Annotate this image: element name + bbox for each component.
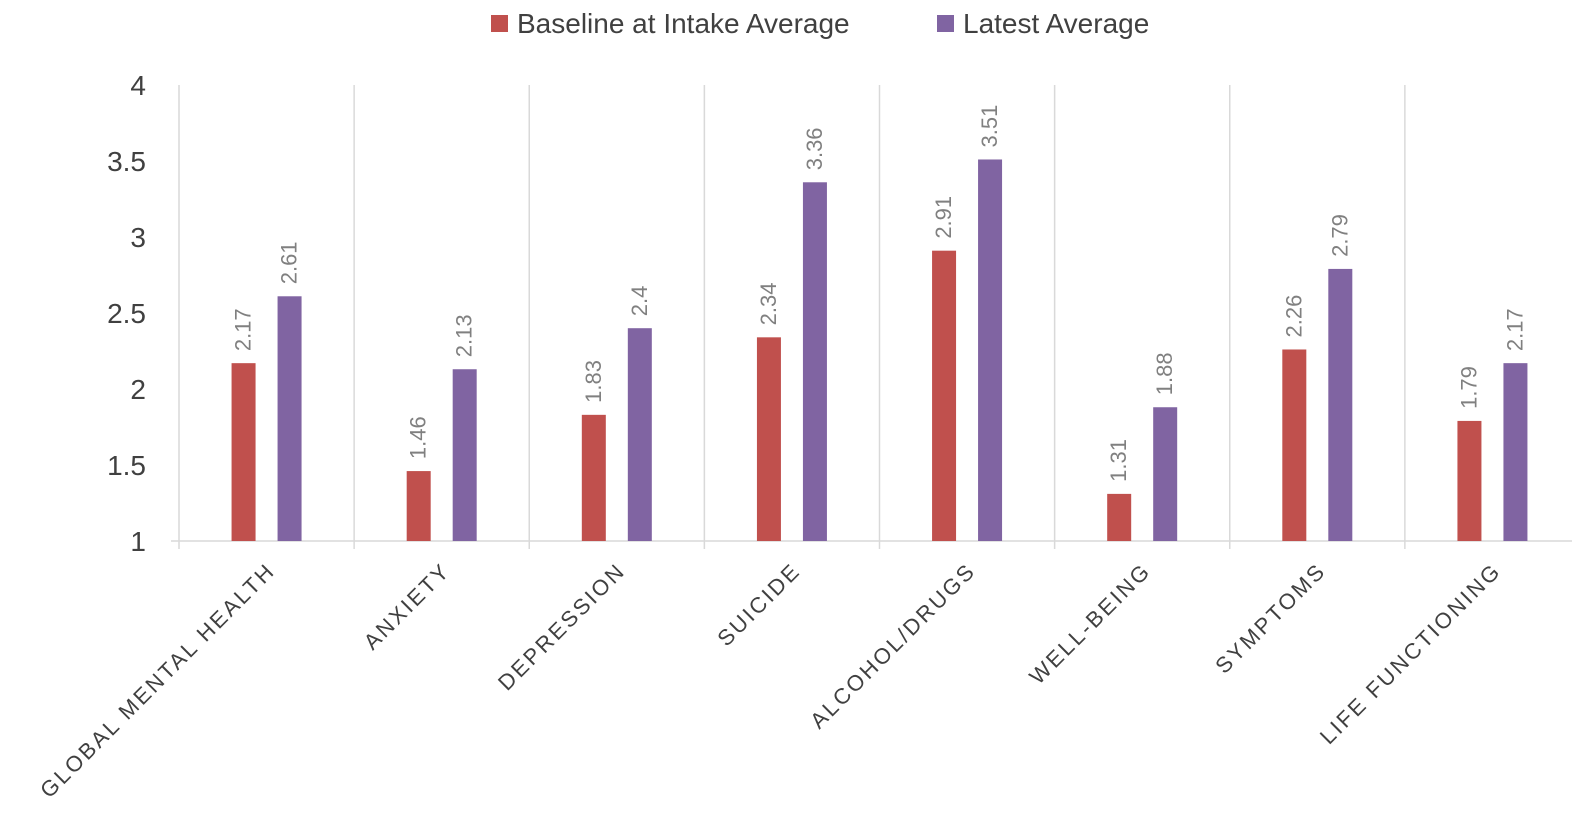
bar-latest [978,159,1003,542]
x-tick-label: ALCOHOL/DRUGS [805,558,981,734]
data-label-baseline: 2.26 [1281,295,1306,338]
legend-label-1: Latest Average [963,8,1149,39]
bar-latest [1328,268,1353,541]
data-label-baseline: 1.46 [406,416,431,459]
data-label-baseline: 2.17 [231,308,256,351]
y-tick-label: 4 [130,70,146,101]
data-label-baseline: 1.83 [581,360,606,403]
bar-baseline [1457,420,1482,541]
y-tick-label: 2.5 [107,298,146,329]
x-tick-label: LIFE FUNCTIONING [1315,558,1506,749]
data-label-baseline: 2.34 [756,282,781,325]
bar-latest [1153,407,1178,541]
x-tick-label: SUICIDE [712,558,805,651]
bar-baseline [581,414,606,541]
y-tick-label: 1 [130,526,146,557]
bar-latest [802,182,827,541]
y-tick-label: 3.5 [107,146,146,177]
bar-baseline [1107,493,1132,541]
y-tick-label: 3 [130,222,146,253]
data-label-latest: 2.79 [1327,214,1352,257]
data-label-latest: 2.61 [277,241,302,284]
data-label-baseline: 1.79 [1456,366,1481,409]
x-tick-label: WELL-BEING [1024,558,1155,689]
data-label-latest: 2.13 [452,314,477,357]
data-label-latest: 3.51 [977,105,1002,148]
y-tick-label: 1.5 [107,450,146,481]
bar-baseline [406,471,431,541]
bar-latest [1503,363,1528,541]
legend-label-0: Baseline at Intake Average [517,8,850,39]
bar-baseline [756,337,781,541]
data-label-latest: 2.17 [1502,308,1527,351]
data-label-baseline: 1.31 [1106,439,1131,482]
bar-latest [277,296,302,541]
y-tick-label: 2 [130,374,146,405]
data-label-latest: 2.4 [627,286,652,317]
x-tick-label: SYMPTOMS [1210,558,1331,679]
x-tick-label: DEPRESSION [493,558,630,695]
legend-swatch-1 [937,15,954,32]
data-label-latest: 3.36 [802,127,827,170]
legend-swatch-0 [491,15,508,32]
bar-baseline [231,363,256,541]
x-tick-label: ANXIETY [359,558,456,655]
bar-baseline [1282,349,1307,541]
x-tick-label: GLOBAL MENTAL HEALTH [35,558,280,803]
bar-latest [452,369,477,541]
data-label-latest: 1.88 [1152,352,1177,395]
bar-latest [627,328,652,541]
bar-baseline [932,250,957,541]
data-label-baseline: 2.91 [931,196,956,239]
